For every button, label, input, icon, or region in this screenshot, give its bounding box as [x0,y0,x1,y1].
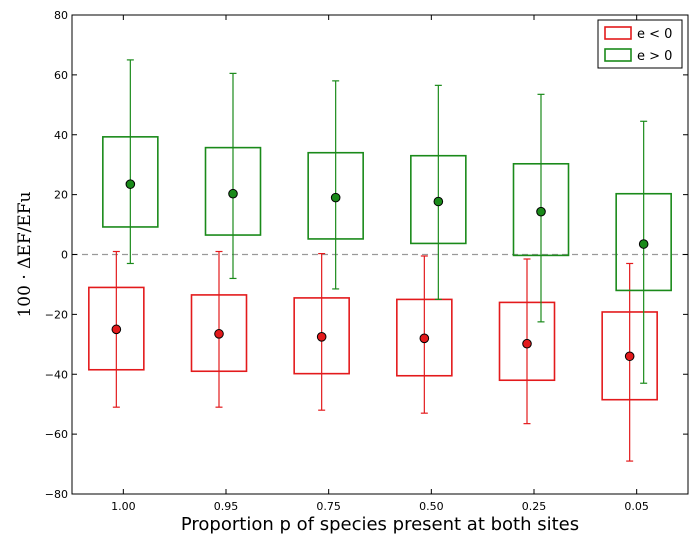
box-rect [498,301,556,382]
legend-swatch [604,48,632,62]
mean-marker [330,192,341,203]
mean-marker [111,324,122,335]
box-neg-5 [601,262,658,462]
y-tick-label: −40 [45,368,68,381]
legend-label: e > 0 [637,49,672,64]
box-rect [190,294,248,373]
plot-area [72,59,688,462]
box-rect [293,297,350,375]
box-rect [88,286,145,371]
y-tick-label: 60 [54,69,68,82]
y-axis-label: 100 · ΔEF/EFu [15,191,35,317]
box-neg-0 [88,250,145,408]
box-rect [396,298,453,377]
mean-marker [125,179,136,189]
box-rect [410,154,467,245]
y-tick-label: 80 [54,9,68,22]
mean-marker [624,351,635,362]
box-neg-4 [498,258,556,425]
box-neg-1 [190,250,248,408]
box-pos-2 [307,80,364,290]
box-rect [307,151,364,240]
axes: −80 −60 −40 −20 0 20 40 60 80 1.00 0.95 0.75 0.50 0.2… [45,9,689,513]
x-tick-label: 1.00 [111,500,136,513]
y-tick-label: −80 [45,488,68,501]
box-pos-0 [102,59,159,265]
box-rect [601,311,658,401]
x-tick-label: 0.95 [214,500,239,513]
mean-marker [214,329,224,339]
mean-marker [638,239,649,249]
y-tick-label: −60 [45,428,68,441]
x-tick-label: 0.75 [316,500,341,513]
x-tick-label: 0.05 [624,500,649,513]
y-tick-label: −20 [45,308,68,321]
y-axis-label-group: 100 · ΔEF/EFu [15,191,35,317]
box-rect [512,162,570,257]
box-pos-1 [204,72,262,280]
legend-frame [597,19,683,69]
x-tick-label: 0.25 [522,500,547,513]
mean-marker [536,206,546,217]
y-tick-label: 20 [54,189,68,202]
mean-marker [522,338,532,349]
box-pos-3 [410,84,467,301]
x-axis-label: Proportion p of species present at both … [181,514,579,535]
mean-marker [419,333,430,344]
legend-swatch [604,26,632,40]
box-rect [102,136,159,228]
box-rect [615,192,672,292]
mean-marker [228,188,238,199]
box-rect [204,146,262,236]
box-neg-3 [396,255,453,414]
mean-marker [316,332,327,342]
mean-marker [433,196,444,207]
box-neg-2 [293,253,350,411]
legend: e < 0 e > 0 [597,19,683,69]
box-pos-5 [615,120,672,384]
y-tick-label: 40 [54,129,68,142]
legend-label: e < 0 [637,27,672,42]
x-tick-label: 0.50 [419,500,444,513]
box-pos-4 [512,93,570,323]
y-tick-label: 0 [61,249,68,262]
